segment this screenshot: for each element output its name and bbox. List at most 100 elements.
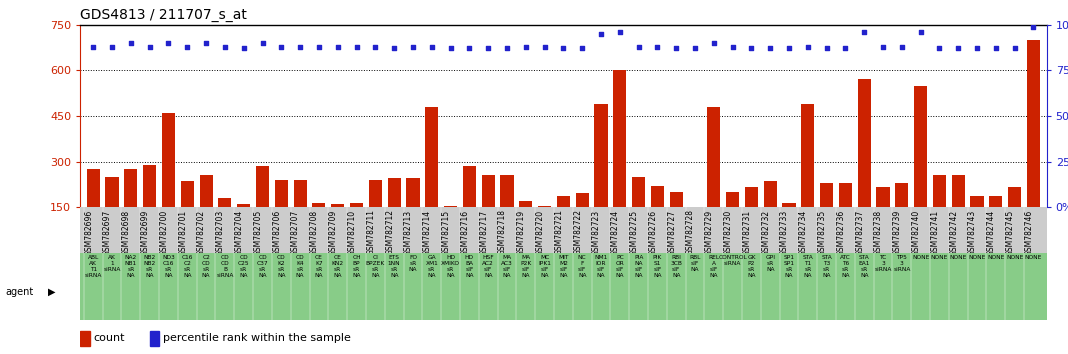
Text: MC
IPK1
sIF
NA: MC IPK1 sIF NA [538,255,551,278]
Text: CD
CD
B
siRNA: CD CD B siRNA [216,255,234,278]
Point [687,46,704,51]
Text: GSM782737: GSM782737 [855,210,864,256]
Point [781,46,798,51]
Text: ABL
AK
T1
siRNA: ABL AK T1 siRNA [84,255,101,278]
Bar [368,180,382,253]
Bar [425,107,438,253]
Text: GSM782736: GSM782736 [836,210,846,256]
Bar [895,183,909,253]
Text: HD
BA
sIF
NA: HD BA sIF NA [465,255,474,278]
Bar [406,178,420,253]
Point [1025,24,1042,29]
Text: GSM782734: GSM782734 [799,210,807,256]
Text: MIT
M2
sIF
NA: MIT M2 sIF NA [559,255,568,278]
Text: SP1
SP1
sR
NA: SP1 SP1 sR NA [784,255,795,278]
Bar [80,331,90,346]
Text: GSM782722: GSM782722 [574,210,582,255]
Bar [388,178,400,253]
Text: GSM782742: GSM782742 [949,210,958,256]
Text: GSM782708: GSM782708 [310,210,319,256]
Text: RBI
3CB
sIF
NA: RBI 3CB sIF NA [671,255,682,278]
Text: MA
P2K
sIF
NA: MA P2K sIF NA [520,255,532,278]
Text: GSM782740: GSM782740 [912,210,921,256]
Bar [689,212,702,253]
Bar [482,175,494,253]
Point [423,44,440,50]
Text: STA
T3
sR
NA: STA T3 sR NA [821,255,832,278]
Point [855,29,873,35]
Bar [726,192,739,253]
Text: NONE: NONE [1025,255,1042,260]
Bar [914,86,927,253]
Bar [274,180,288,253]
Text: ETS
1NN
sR
NA: ETS 1NN sR NA [388,255,400,278]
Text: TC
3
siRNA: TC 3 siRNA [875,255,892,272]
Point [593,31,610,37]
Bar [971,196,984,253]
Point [499,46,516,51]
Text: GSM782699: GSM782699 [141,210,150,256]
Text: GSM782739: GSM782739 [893,210,901,256]
Text: GDS4813 / 211707_s_at: GDS4813 / 211707_s_at [80,8,247,22]
Point [311,44,328,50]
Bar [744,187,758,253]
Point [1006,46,1023,51]
Bar [650,186,664,253]
Text: CD
K2
sR
NA: CD K2 sR NA [277,255,285,278]
Text: GSM782696: GSM782696 [84,210,93,256]
Text: FO
sR
NA: FO sR NA [409,255,418,272]
Text: GSM782709: GSM782709 [329,210,337,256]
Text: GSM782743: GSM782743 [968,210,977,256]
Bar [613,70,626,253]
Bar [838,183,852,253]
Text: NONE: NONE [1006,255,1023,260]
Bar [200,175,213,253]
Text: GSM782716: GSM782716 [460,210,469,256]
Text: STA
T1
sR
NA: STA T1 sR NA [802,255,813,278]
Text: GSM782744: GSM782744 [987,210,995,256]
Text: GSM782732: GSM782732 [761,210,770,256]
Bar [294,180,307,253]
Text: C16
C2
sR
NA: C16 C2 sR NA [182,255,193,278]
Bar [519,201,532,253]
Point [178,44,195,50]
Point [366,44,383,50]
Point [649,44,666,50]
Point [460,46,477,51]
Text: GSM782721: GSM782721 [554,210,563,255]
Text: GSM782702: GSM782702 [198,210,206,256]
Bar [820,183,833,253]
Text: HSF
AC2
sIF
NA: HSF AC2 sIF NA [483,255,494,278]
Bar [501,175,514,253]
Text: count: count [94,333,125,343]
Text: ND3
C16
sR
NA: ND3 C16 sR NA [162,255,175,278]
Point [254,40,271,46]
Text: GSM782698: GSM782698 [122,210,131,256]
Text: GSM782700: GSM782700 [159,210,169,256]
Text: GSM782728: GSM782728 [686,210,695,255]
Point [272,44,289,50]
Text: GSM782745: GSM782745 [1006,210,1015,256]
Text: CD
K4
sR
NA: CD K4 sR NA [296,255,304,278]
Bar [150,331,159,346]
Text: PC
OR
sIF
NA: PC OR sIF NA [615,255,624,278]
Point [198,40,215,46]
Point [292,44,309,50]
Text: GSM782730: GSM782730 [724,210,733,256]
Text: GSM782697: GSM782697 [104,210,112,256]
Text: GSM782731: GSM782731 [742,210,752,256]
Text: TP5
3
siRNA: TP5 3 siRNA [893,255,911,272]
Bar [670,192,682,253]
Text: GSM782706: GSM782706 [272,210,281,256]
Text: GA
XM1
sR
NA: GA XM1 sR NA [425,255,438,278]
Text: GSM782727: GSM782727 [668,210,676,256]
Text: NC
F
sIF
NA: NC F sIF NA [578,255,586,278]
Point [799,44,816,50]
Text: PIA
NA
sIF
NA: PIA NA sIF NA [634,255,643,278]
Point [611,29,628,35]
Point [630,44,647,50]
Point [724,44,741,50]
Bar [595,104,608,253]
Text: GSM782735: GSM782735 [818,210,827,256]
Text: CD
C25
sR
NA: CD C25 sR NA [238,255,250,278]
